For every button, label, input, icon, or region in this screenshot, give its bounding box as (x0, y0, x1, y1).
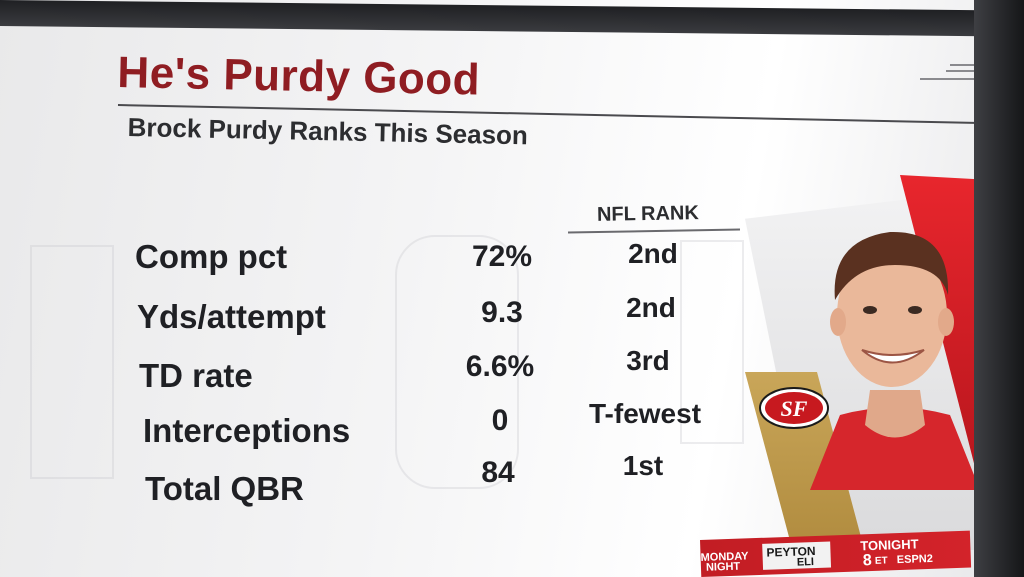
stat-value: 72% (471, 240, 533, 273)
guest-box: PEYTON ELI (762, 541, 832, 570)
stat-rank: 1st (622, 450, 664, 481)
stat-label: Yds/attempt (137, 298, 326, 335)
tv-bezel-top (0, 0, 1024, 37)
column-header-divider (567, 228, 741, 234)
stat-rank: 3rd (626, 345, 670, 376)
background-shape (395, 235, 519, 489)
stat-rank: 2nd (628, 238, 678, 269)
bottom-ticker-bar: MONDAY NIGHT PEYTON ELI TONIGHT 8 ET ESP… (700, 530, 972, 577)
stat-value: 6.6% (465, 350, 535, 383)
stat-value: 84 (481, 456, 515, 489)
column-header-nfl-rank: NFL RANK (596, 202, 700, 226)
background-shape (680, 240, 744, 444)
stat-label: Interceptions (143, 412, 351, 449)
tv-bezel-right (974, 0, 1024, 577)
air-time: 8 (862, 552, 873, 570)
tonight-label: TONIGHT (860, 536, 919, 554)
guest-line2: ELI (796, 556, 815, 569)
network-label: ESPN2 (896, 552, 934, 567)
stat-value: 9.3 (481, 296, 523, 329)
stat-rank: T-fewest (588, 398, 702, 429)
background-shape (30, 245, 114, 479)
graphic-title: He's Purdy Good (116, 48, 481, 105)
mnf-logo-line2: NIGHT (705, 560, 741, 574)
stat-label: Total QBR (145, 470, 304, 507)
stat-label: Comp pct (135, 238, 288, 275)
stat-rank: 2nd (626, 292, 676, 323)
49ers-logo-text: SF (781, 396, 808, 421)
stat-value: 0 (491, 404, 509, 437)
air-time-suffix: ET (874, 555, 888, 567)
graphic-subtitle: Brock Purdy Ranks This Season (127, 112, 529, 151)
player-photo (810, 231, 980, 490)
stat-label: TD rate (139, 357, 253, 394)
49ers-logo: SF (759, 387, 829, 429)
